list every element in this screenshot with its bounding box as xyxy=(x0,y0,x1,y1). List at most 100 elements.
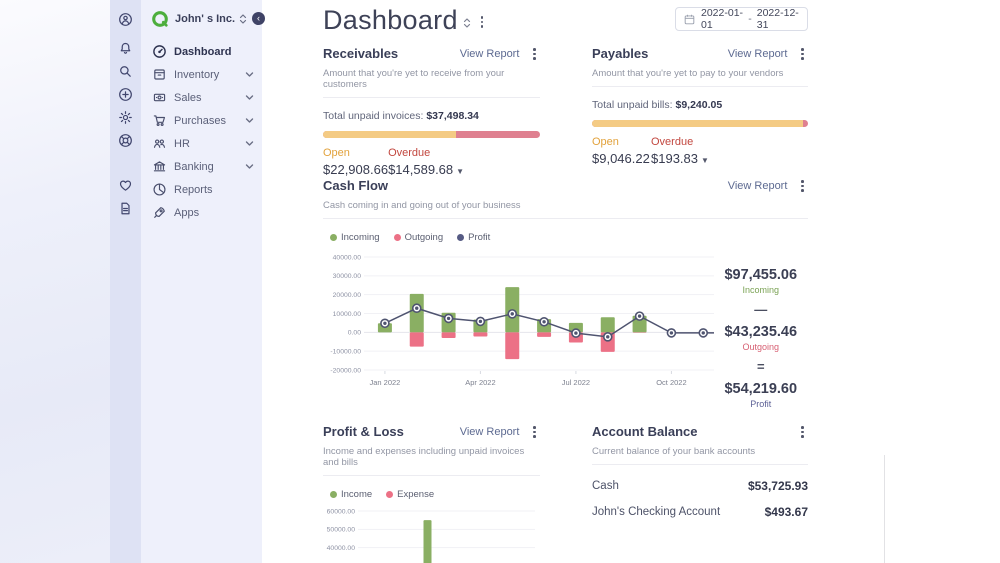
sidebar-item-reports[interactable]: Reports xyxy=(141,178,262,201)
sidebar-item-label: Inventory xyxy=(174,68,220,81)
svg-text:0.00: 0.00 xyxy=(348,329,361,336)
svg-text:30000.00: 30000.00 xyxy=(333,273,362,280)
divider xyxy=(323,217,808,219)
svg-text:10000.00: 10000.00 xyxy=(333,311,362,318)
account-balance-rows: Cash $53,725.93 John's Checking Account $49… xyxy=(592,473,808,525)
create-new-icon[interactable] xyxy=(115,83,137,106)
legend-dot xyxy=(457,233,465,241)
profit-total: $54,219.60 xyxy=(724,380,798,397)
title-updown-icon[interactable] xyxy=(463,16,471,34)
receivables-kebab-menu[interactable] xyxy=(529,44,540,64)
icon-rail xyxy=(110,0,141,563)
legend-item-profit[interactable]: Profit xyxy=(457,232,490,243)
settings-icon[interactable] xyxy=(115,106,137,129)
sidebar-item-inventory[interactable]: Inventory xyxy=(141,63,262,86)
payables-title: Payables xyxy=(592,46,649,62)
receivables-total: Total unpaid invoices: $37,498.34 xyxy=(323,109,479,122)
legend-dot xyxy=(393,233,401,241)
banking-icon xyxy=(152,159,167,174)
svg-text:Jul 2022: Jul 2022 xyxy=(562,378,590,387)
sidebar-collapse-button[interactable]: ‹ xyxy=(252,12,265,25)
receivables-progress-bar xyxy=(323,130,540,138)
date-range-picker[interactable]: 2022-01-01 - 2022-12-31 xyxy=(675,7,808,31)
main-content: Dashboard 2022-01-01 - 2022-12-31 Receiv… xyxy=(262,0,1000,563)
profit-loss-kebab-menu[interactable] xyxy=(529,422,540,442)
cashflow-view-report-link[interactable]: View Report xyxy=(727,179,788,192)
payables-kebab-menu[interactable] xyxy=(797,44,808,64)
legend-dot xyxy=(330,233,337,241)
account-balance-card: Account Balance Current balance of your … xyxy=(592,422,808,525)
account-balance-title: Account Balance xyxy=(592,424,698,440)
svg-text:Apr 2022: Apr 2022 xyxy=(465,378,495,387)
sidebar-item-label: Dashboard xyxy=(174,45,232,58)
account-balance-subtitle: Current balance of your bank accounts xyxy=(592,445,756,457)
sidebar-item-label: Banking xyxy=(174,160,214,173)
notifications-icon[interactable] xyxy=(115,37,137,60)
payables-card: Payables View Report Amount that you're … xyxy=(592,44,808,166)
legend-item-incoming[interactable]: Incoming xyxy=(330,232,380,243)
cashflow-kebab-menu[interactable] xyxy=(797,176,808,196)
divider xyxy=(592,85,808,87)
legend-dot xyxy=(386,490,394,498)
sidebar-item-label: Purchases xyxy=(174,114,226,127)
receivables-subtitle: Amount that you're yet to receive from y… xyxy=(323,67,505,90)
help-icon[interactable] xyxy=(115,129,137,152)
page-title: Dashboard xyxy=(323,5,458,35)
outgoing-total: $43,235.46 xyxy=(724,323,798,340)
documents-icon[interactable] xyxy=(115,197,137,220)
receivables-view-report-link[interactable]: View Report xyxy=(459,47,520,60)
favorites-icon[interactable] xyxy=(115,174,137,197)
sidebar: John' s Inc. ‹ Dashboard Inventory Sales Pu… xyxy=(141,0,265,563)
account-balance-kebab-menu[interactable] xyxy=(797,422,808,442)
reports-icon xyxy=(152,182,167,197)
sidebar-item-apps[interactable]: Apps xyxy=(141,201,262,224)
account-icon[interactable] xyxy=(115,8,137,31)
title-kebab-menu[interactable] xyxy=(477,12,488,32)
incoming-total: $97,455.06 xyxy=(724,266,798,283)
window-edge xyxy=(884,455,885,563)
legend-item-income[interactable]: Income xyxy=(330,489,372,500)
profit-loss-view-report-link[interactable]: View Report xyxy=(459,425,520,438)
sidebar-item-banking[interactable]: Banking xyxy=(141,155,262,178)
receivables-open: Open $22,908.66 xyxy=(323,146,389,177)
payables-total: Total unpaid bills: $9,240.05 xyxy=(592,98,723,111)
search-icon[interactable] xyxy=(115,60,137,83)
receivables-card: Receivables View Report Amount that you'… xyxy=(323,44,540,177)
overdue-dropdown-icon[interactable]: ▼ xyxy=(701,155,709,165)
chevron-down-icon xyxy=(245,93,254,102)
legend-item-expense[interactable]: Expense xyxy=(386,489,434,500)
calendar-icon xyxy=(684,14,695,24)
sidebar-item-sales[interactable]: Sales xyxy=(141,86,262,109)
payables-view-report-link[interactable]: View Report xyxy=(727,47,788,60)
profit-loss-subtitle: Income and expenses including unpaid inv… xyxy=(323,445,525,468)
overdue-dropdown-icon[interactable]: ▼ xyxy=(456,166,465,176)
cashflow-legend: Incoming Outgoing Profit xyxy=(323,232,808,243)
sidebar-item-purchases[interactable]: Purchases xyxy=(141,109,262,132)
sidebar-item-dashboard[interactable]: Dashboard xyxy=(141,40,262,63)
org-switcher[interactable]: John' s Inc. ‹ xyxy=(141,0,265,36)
svg-text:Jan 2022: Jan 2022 xyxy=(369,378,400,387)
divider xyxy=(323,474,540,476)
svg-text:60000.00: 60000.00 xyxy=(327,508,356,515)
svg-text:50000.00: 50000.00 xyxy=(327,526,356,533)
svg-text:Oct 2022: Oct 2022 xyxy=(656,378,686,387)
dashboard-icon xyxy=(152,44,167,59)
date-to: 2022-12-31 xyxy=(756,7,799,31)
cashflow-summary: $97,455.06 Incoming — $43,235.46 Outgoin… xyxy=(714,243,808,409)
profit-loss-legend: Income Expense xyxy=(323,489,540,500)
equals-operator: = xyxy=(756,358,765,374)
profit-loss-chart: 60000.0050000.0040000.0030000.0020000.00… xyxy=(327,508,535,563)
sidebar-item-label: HR xyxy=(174,137,190,150)
org-name: John' s Inc. xyxy=(175,13,236,25)
desktop-backdrop xyxy=(0,0,110,563)
account-row[interactable]: Cash $53,725.93 xyxy=(592,478,808,493)
sidebar-item-label: Sales xyxy=(174,91,202,104)
sidebar-item-hr[interactable]: HR xyxy=(141,132,262,155)
receivables-overdue: Overdue $14,589.68 ▼ xyxy=(388,146,465,177)
profit-loss-card: Profit & Loss View Report Income and exp… xyxy=(323,422,540,563)
account-row[interactable]: John's Checking Account $493.67 xyxy=(592,504,808,519)
svg-text:40000.00: 40000.00 xyxy=(333,254,362,261)
payables-progress-bar xyxy=(592,119,808,127)
sidebar-menu: Dashboard Inventory Sales Purchases HR Bankin… xyxy=(141,40,262,224)
legend-item-outgoing[interactable]: Outgoing xyxy=(393,232,443,243)
